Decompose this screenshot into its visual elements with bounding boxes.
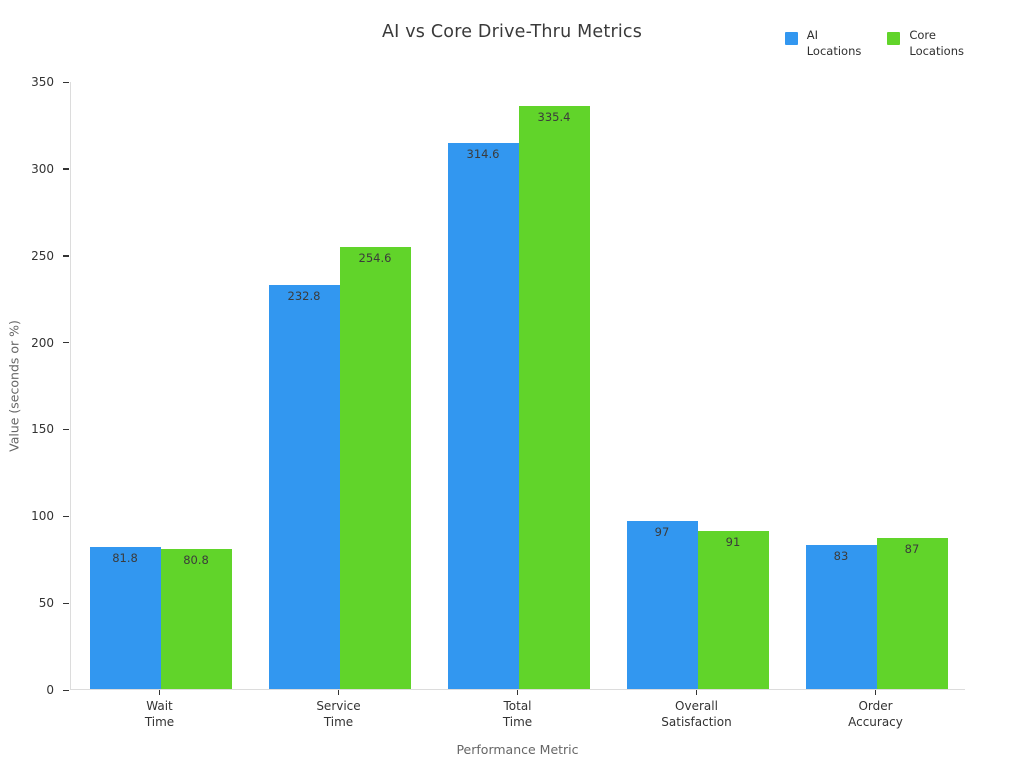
bar-value-label: 314.6 [466, 146, 500, 161]
y-tick-label: 300 [31, 161, 54, 176]
bar-group-overall-satisfaction: 97 91 [608, 82, 787, 689]
legend-swatch [784, 32, 798, 45]
bar-value-label: 91 [725, 534, 741, 549]
y-tick-mark [63, 428, 69, 431]
x-category-label: Order Accuracy [848, 699, 903, 729]
x-tick-mark [158, 690, 161, 695]
bar-core-locations-overall-satisfaction: 91 [697, 530, 769, 689]
y-tick-label: 250 [31, 248, 54, 263]
bar-core-locations-order-accuracy: 87 [876, 537, 948, 689]
x-category-label: Overall Satisfaction [661, 699, 732, 729]
x-category-labels: Wait Time Service Time Total Time Overall S… [70, 699, 965, 730]
y-tick-label: 0 [46, 683, 54, 697]
x-tick-mark [695, 690, 698, 695]
bar-value-label: 80.8 [183, 552, 209, 567]
bar-value-label: 81.8 [112, 550, 138, 565]
y-tick-mark [63, 602, 69, 605]
legend-swatch [887, 32, 901, 45]
bar-value-label: 335.4 [537, 110, 571, 125]
y-tick-label: 150 [31, 422, 54, 437]
bar-ai-locations-overall-satisfaction: 97 [626, 520, 698, 689]
bar-value-label: 254.6 [358, 250, 392, 265]
x-tick-mark [337, 690, 340, 695]
y-tick-mark [63, 515, 69, 518]
bar-core-locations-service-time: 254.6 [339, 246, 411, 689]
bar-group-total-time: 314.6 335.4 [429, 82, 608, 689]
y-tick-mark [63, 81, 69, 83]
y-tick-mark [63, 168, 69, 170]
legend-entry-ai: AI Locations [784, 28, 862, 59]
bar-group-wait-time: 81.8 80.8 [71, 82, 250, 689]
plot-area: 81.8 80.8 232.8 254.6 314.6 335.4 97 91 83 87 [70, 82, 965, 690]
bar-ai-locations-wait-time: 81.8 [89, 546, 161, 689]
legend-label: AI Locations [806, 28, 862, 58]
chart-title: AI vs Core Drive-Thru Metrics [381, 22, 643, 42]
bar-value-label: 83 [833, 548, 849, 563]
y-tick-mark [63, 689, 69, 691]
y-tick-label: 100 [31, 509, 54, 524]
bar-group-service-time: 232.8 254.6 [250, 82, 429, 689]
x-category-label: Wait Time [144, 699, 175, 729]
bar-core-locations-total-time: 335.4 [518, 106, 590, 689]
bar-core-locations-wait-time: 80.8 [160, 548, 232, 689]
bar-value-label: 232.8 [287, 288, 321, 303]
y-tick-label: 200 [31, 335, 54, 350]
bar-value-label: 87 [904, 541, 920, 556]
x-category-label: Total Time [502, 699, 533, 729]
x-category-label: Service Time [316, 699, 361, 729]
x-axis-title: Performance Metric [456, 742, 579, 757]
y-tick-mark [63, 342, 69, 344]
x-tick-mark [516, 690, 519, 695]
bar-ai-locations-service-time: 232.8 [268, 284, 340, 689]
x-tick-mark [874, 690, 877, 695]
y-axis-title: Value (seconds or %) [6, 320, 22, 452]
bar-value-label: 97 [654, 524, 670, 539]
y-tick-label: 350 [31, 75, 54, 89]
bar-ai-locations-total-time: 314.6 [447, 142, 519, 689]
legend-entry-core: Core Locations [887, 28, 964, 59]
bar-ai-locations-order-accuracy: 83 [805, 544, 877, 689]
bar-group-order-accuracy: 83 87 [787, 82, 966, 689]
legend-label: Core Locations [909, 28, 964, 58]
legend: AI Locations Core Locations [784, 28, 964, 59]
y-tick-mark [63, 255, 69, 257]
y-tick-label: 50 [38, 596, 54, 611]
